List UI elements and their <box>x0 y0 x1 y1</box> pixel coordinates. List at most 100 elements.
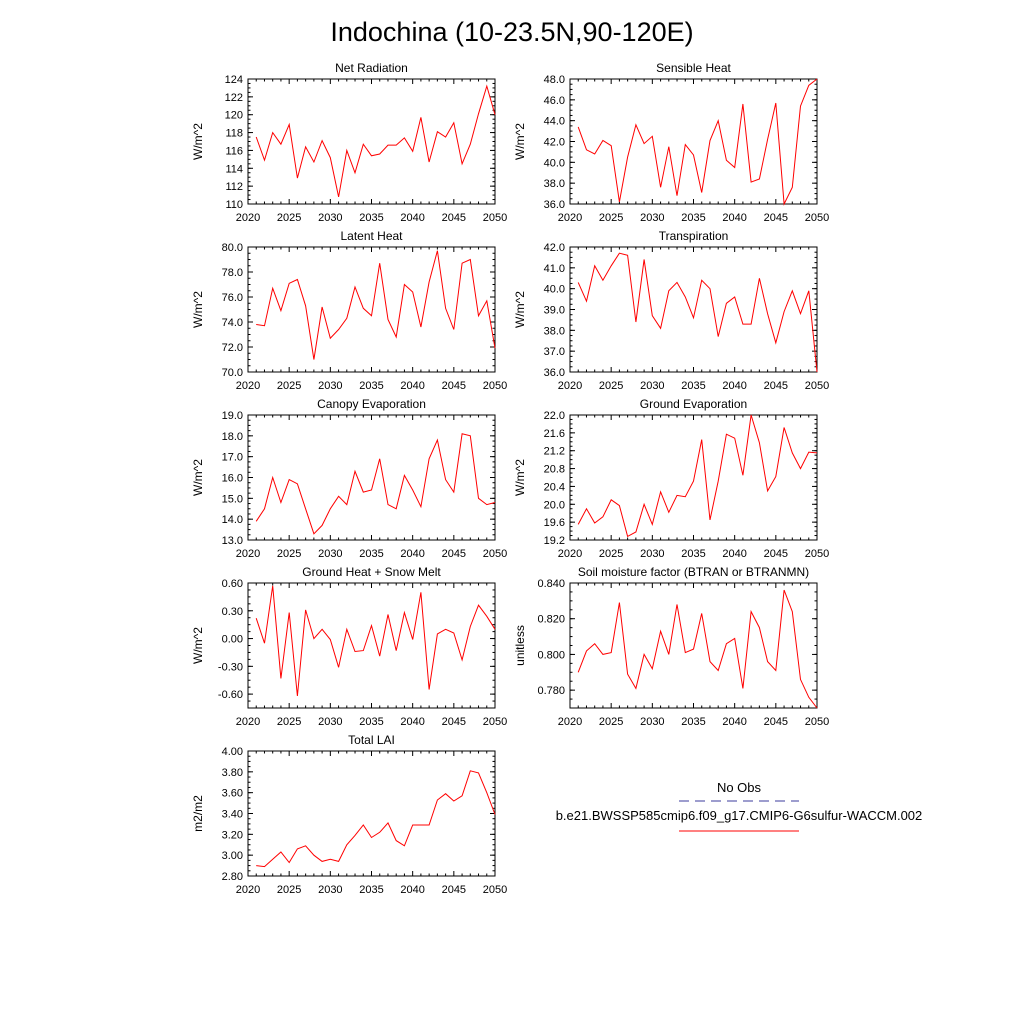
legend-obs-label: No Obs <box>717 780 762 795</box>
plot-frame <box>569 246 818 373</box>
y-tick-label: 20.8 <box>544 464 565 476</box>
y-axis-label: m2/m2 <box>191 795 205 832</box>
y-tick-label: 78.0 <box>222 267 243 279</box>
chart-panel: 2020 2025 2030 2035 2040 2045 2050 -0.60 -0.30 0.… <box>191 565 507 728</box>
y-tick-label: 0.840 <box>537 578 565 590</box>
y-tick-label: 18.0 <box>222 431 243 443</box>
x-tick-label: 2020 <box>558 716 582 728</box>
plot-frame <box>569 414 818 541</box>
y-tick-label: 40.0 <box>544 284 565 296</box>
series-line <box>256 770 496 868</box>
y-tick-label: 22.0 <box>544 410 565 422</box>
y-axis-label: W/m^2 <box>191 627 205 664</box>
y-tick-label: 36.0 <box>544 199 565 211</box>
x-tick-label: 2020 <box>236 548 260 560</box>
x-tick-label: 2020 <box>236 380 260 392</box>
x-tick-label: 2040 <box>400 884 424 896</box>
panel-title: Ground Evaporation <box>640 397 747 411</box>
x-tick-label: 2025 <box>277 380 301 392</box>
y-tick-label: 114 <box>225 163 243 175</box>
panel-title: Total LAI <box>348 733 395 747</box>
y-tick-label: 0.60 <box>222 578 243 590</box>
x-tick-label: 2035 <box>359 380 383 392</box>
x-tick-label: 2035 <box>359 884 383 896</box>
chart-panel: 2020 2025 2030 2035 2040 2045 2050 0.780 0.800 0.… <box>513 565 829 728</box>
y-tick-label: 16.0 <box>222 473 243 485</box>
x-tick-label: 2020 <box>236 884 260 896</box>
plot-frame <box>569 582 818 709</box>
x-tick-label: 2030 <box>640 548 664 560</box>
y-tick-label: 110 <box>225 199 243 211</box>
x-tick-label: 2025 <box>277 884 301 896</box>
x-tick-label: 2035 <box>359 548 383 560</box>
x-tick-label: 2045 <box>442 716 466 728</box>
x-tick-label: 2040 <box>722 548 746 560</box>
y-tick-label: 42.0 <box>544 137 565 149</box>
x-tick-label: 2050 <box>805 380 829 392</box>
y-tick-label: -0.60 <box>218 689 243 701</box>
x-tick-label: 2050 <box>483 716 507 728</box>
y-tick-label: 20.4 <box>544 481 565 493</box>
y-axis-label: W/m^2 <box>191 291 205 328</box>
x-tick-label: 2035 <box>681 716 705 728</box>
chart-panel: 2020 2025 2030 2035 2040 2045 2050 36.0 38.0 40.0… <box>513 61 829 224</box>
legend: No Obs b.e21.BWSSP585cmip6.f09_g17.CMIP6… <box>556 780 922 832</box>
y-tick-label: 0.30 <box>222 606 243 618</box>
x-tick-label: 2040 <box>400 380 424 392</box>
y-tick-label: 118 <box>225 128 243 140</box>
plot-frame <box>247 414 496 541</box>
y-tick-label: 80.0 <box>222 242 243 254</box>
y-tick-label: 42.0 <box>544 242 565 254</box>
y-tick-label: 4.00 <box>222 746 243 758</box>
y-tick-label: 124 <box>225 74 243 86</box>
y-tick-label: 0.780 <box>537 685 565 697</box>
x-tick-label: 2045 <box>764 380 788 392</box>
y-tick-label: -0.30 <box>218 661 243 673</box>
x-tick-label: 2035 <box>359 716 383 728</box>
x-tick-label: 2030 <box>318 380 342 392</box>
chart-panel: 2020 2025 2030 2035 2040 2045 2050 13.0 14.0 15.0… <box>191 397 507 560</box>
x-tick-label: 2040 <box>400 716 424 728</box>
y-axis-label: W/m^2 <box>191 123 205 160</box>
x-tick-label: 2035 <box>359 212 383 224</box>
x-tick-label: 2025 <box>277 212 301 224</box>
x-tick-label: 2020 <box>236 212 260 224</box>
x-tick-label: 2025 <box>599 716 623 728</box>
series-line <box>577 78 818 206</box>
y-tick-label: 19.6 <box>544 517 565 529</box>
x-tick-label: 2040 <box>722 380 746 392</box>
y-tick-label: 19.0 <box>222 410 243 422</box>
panel-title: Ground Heat + Snow Melt <box>302 565 441 579</box>
y-tick-label: 70.0 <box>222 367 243 379</box>
x-tick-label: 2050 <box>483 884 507 896</box>
y-axis-label: W/m^2 <box>513 459 527 496</box>
x-tick-label: 2050 <box>483 380 507 392</box>
series-line <box>256 250 496 360</box>
x-tick-label: 2045 <box>764 548 788 560</box>
y-tick-label: 38.0 <box>544 325 565 337</box>
x-tick-label: 2040 <box>400 212 424 224</box>
x-tick-label: 2045 <box>764 212 788 224</box>
y-tick-label: 36.0 <box>544 367 565 379</box>
y-tick-label: 15.0 <box>222 493 243 505</box>
chart-panel: 2020 2025 2030 2035 2040 2045 2050 36.0 37.0 38.0… <box>513 229 829 392</box>
panel-title: Transpiration <box>659 229 729 243</box>
chart-panel: 2020 2025 2030 2035 2040 2045 2050 2.80 3.00 3.20… <box>191 733 507 896</box>
panel-title: Canopy Evaporation <box>317 397 426 411</box>
x-tick-label: 2045 <box>442 380 466 392</box>
plot-frame <box>247 246 496 373</box>
x-tick-label: 2020 <box>558 212 582 224</box>
x-tick-label: 2045 <box>442 212 466 224</box>
y-tick-label: 39.0 <box>544 305 565 317</box>
plot-frame <box>569 78 818 205</box>
y-axis-label: W/m^2 <box>513 123 527 160</box>
y-tick-label: 2.80 <box>222 871 243 883</box>
y-tick-label: 0.800 <box>537 649 565 661</box>
x-tick-label: 2030 <box>318 548 342 560</box>
y-tick-label: 3.60 <box>222 788 243 800</box>
y-tick-label: 122 <box>225 92 243 104</box>
series-line <box>255 84 496 198</box>
y-tick-label: 0.820 <box>537 614 565 626</box>
x-tick-label: 2040 <box>722 716 746 728</box>
